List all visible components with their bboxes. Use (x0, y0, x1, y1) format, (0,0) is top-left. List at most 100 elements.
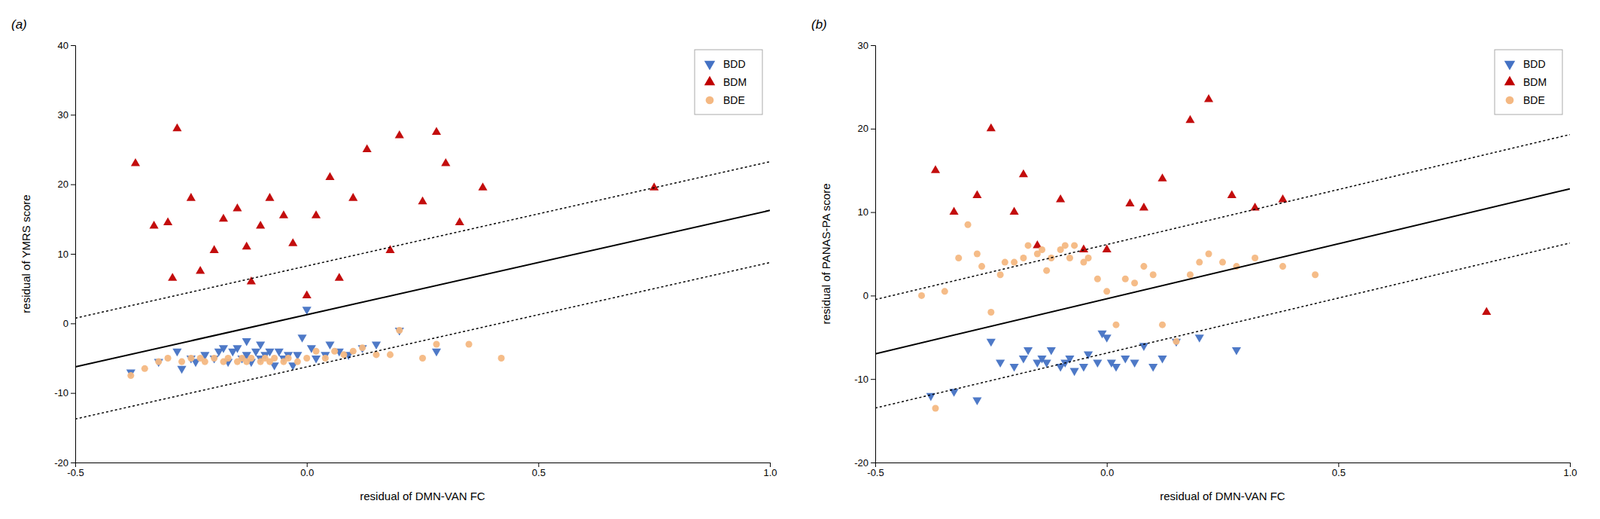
tick-label: 0.0 (300, 466, 314, 478)
point (1070, 241, 1078, 249)
tick-label: 1.0 (1563, 466, 1577, 478)
tick-mark (870, 462, 876, 463)
point (285, 354, 293, 362)
point (432, 340, 440, 348)
point (386, 350, 394, 358)
tick-mark (870, 378, 876, 380)
point (1103, 287, 1111, 295)
point (1139, 202, 1149, 211)
point (1185, 115, 1195, 124)
point (1122, 275, 1129, 283)
point (1140, 262, 1147, 270)
point (1061, 241, 1069, 249)
point (949, 206, 959, 216)
point (1046, 346, 1056, 356)
point (219, 344, 229, 353)
tick-label: -10 (54, 386, 69, 399)
point (187, 354, 195, 362)
point (242, 241, 252, 250)
point (972, 396, 982, 405)
point (311, 355, 321, 364)
point (255, 220, 265, 229)
point (918, 292, 925, 299)
point (246, 276, 256, 285)
tick-mark (1338, 462, 1339, 467)
tick-mark (70, 253, 76, 255)
point (997, 270, 1004, 278)
point (465, 340, 473, 348)
point (201, 358, 209, 366)
point (1148, 363, 1158, 372)
point (1042, 359, 1052, 369)
legend-symbol (1504, 60, 1515, 70)
scatter-series (130, 123, 659, 299)
point (1019, 169, 1029, 178)
legend-item: BDM (704, 76, 747, 89)
tick: 20 (857, 122, 876, 134)
axis-line (70, 45, 77, 463)
legend-label: BDM (1523, 76, 1547, 89)
point (1158, 321, 1166, 329)
tick-mark (870, 45, 876, 46)
point (141, 365, 149, 372)
point (1157, 355, 1167, 364)
legend-label: BDE (1523, 94, 1546, 107)
tick-label: 10 (57, 248, 69, 260)
legend-item: BDD (704, 57, 746, 70)
tick-label: 0.5 (532, 466, 546, 478)
point (395, 326, 403, 334)
point (964, 221, 972, 229)
point (325, 171, 335, 180)
point (1102, 243, 1112, 253)
point (1112, 321, 1120, 329)
point (127, 371, 134, 379)
point (340, 350, 347, 358)
point (302, 289, 312, 299)
point (294, 358, 302, 366)
point (1009, 363, 1020, 372)
point (1186, 270, 1194, 278)
point (1094, 275, 1102, 283)
point (1130, 359, 1140, 369)
tick-mark (70, 45, 76, 46)
scatter-series (926, 330, 1242, 405)
tick-mark (1569, 462, 1571, 467)
y-axis: -20-10010203040 (54, 39, 76, 469)
point (1120, 355, 1130, 364)
point (417, 196, 427, 205)
point (172, 123, 182, 132)
plot-area (75, 123, 770, 420)
panel: -0.50.00.51.0-20-10010203040residual of … (11, 17, 778, 502)
tick-label: 20 (57, 178, 69, 190)
point (232, 344, 242, 353)
tick-label: -0.5 (866, 466, 884, 478)
point (419, 354, 426, 362)
point (978, 262, 986, 270)
legend-item: BDD (1504, 57, 1546, 70)
tick-mark (70, 392, 76, 394)
confidence-line (875, 243, 1570, 408)
tick: -10 (854, 373, 876, 385)
point (1227, 189, 1237, 198)
x-axis: -0.50.00.51.0 (866, 462, 1577, 478)
point (210, 354, 218, 362)
point (155, 358, 162, 366)
legend-item: BDE (1505, 94, 1546, 107)
y-axis-title: residual of YMRS score (19, 194, 33, 313)
point (498, 354, 505, 362)
confidence-line (75, 262, 770, 420)
point (195, 265, 205, 274)
point (264, 192, 274, 201)
point (164, 354, 172, 362)
point (1195, 258, 1203, 266)
y-axis-title: residual of PANAS-PA score (819, 182, 833, 324)
point (1019, 355, 1029, 364)
legend-symbol (705, 96, 715, 105)
tick: 10 (57, 248, 76, 260)
axis-line (76, 462, 771, 468)
legend-frame (1494, 49, 1563, 115)
point (477, 182, 487, 191)
x-axis: -0.50.00.51.0 (66, 462, 777, 478)
tick-label: -10 (854, 373, 869, 385)
point (219, 213, 229, 223)
